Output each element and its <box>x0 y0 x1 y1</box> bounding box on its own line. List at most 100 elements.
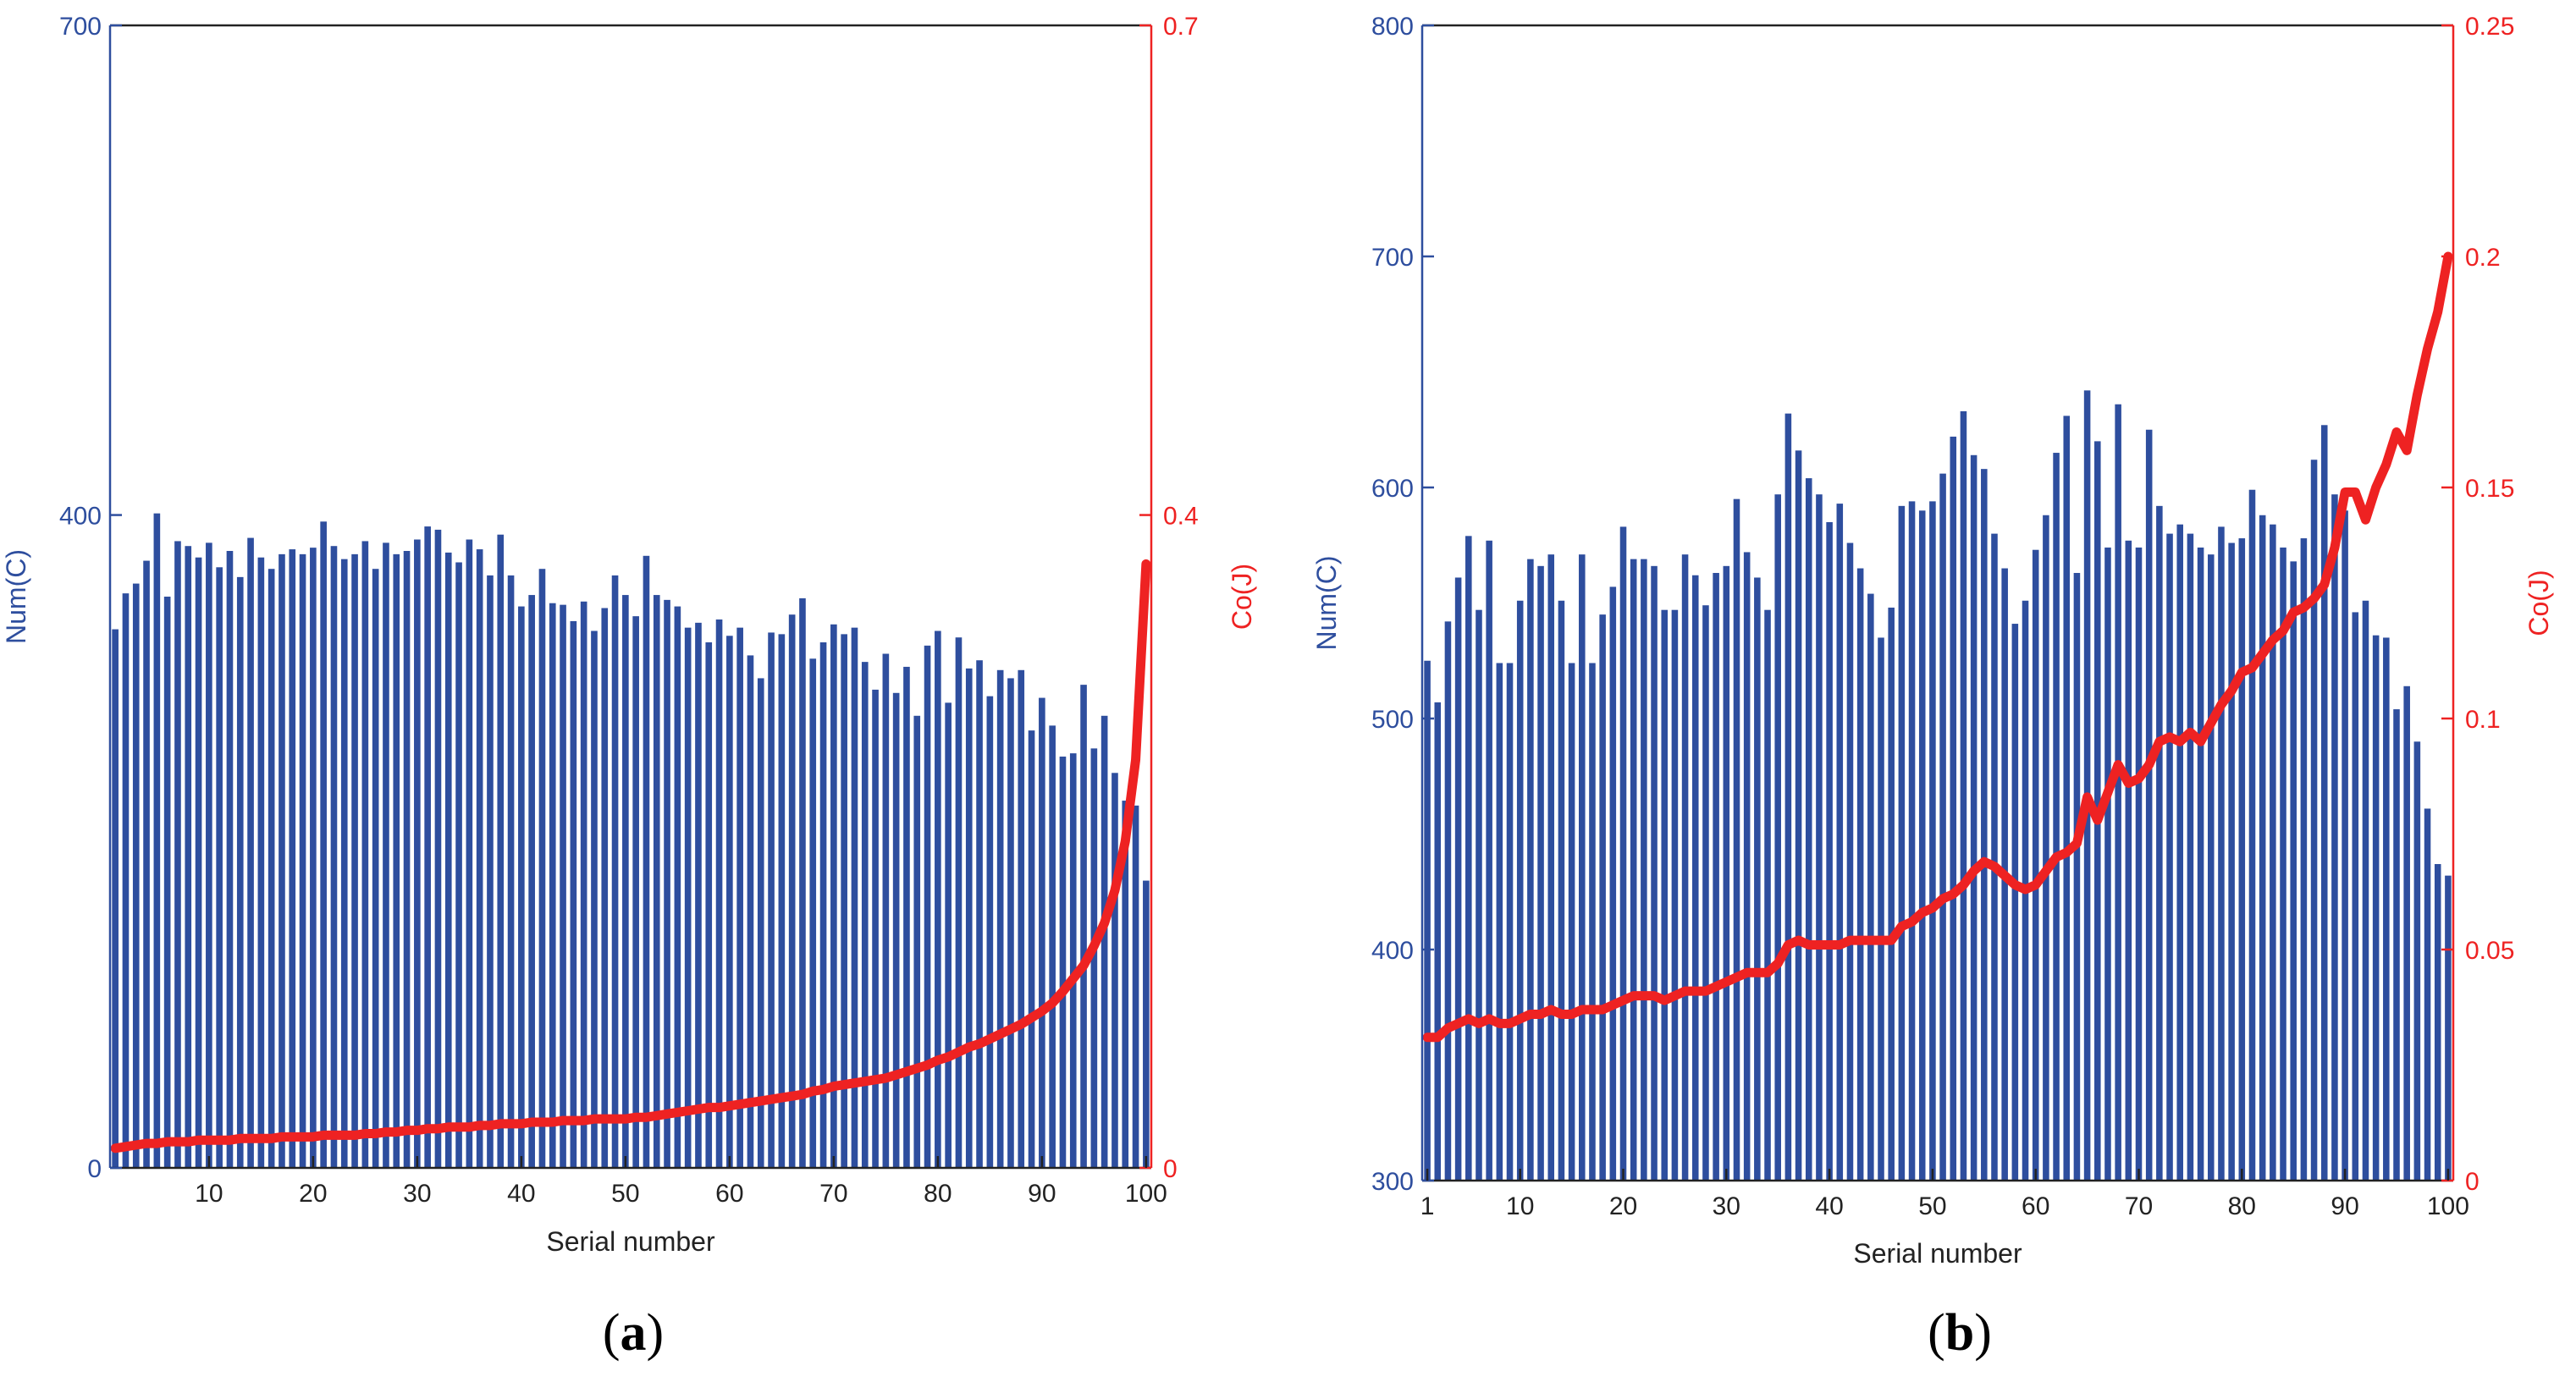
panel-b-left-tick-label: 700 <box>1371 244 1414 272</box>
panel-a-bar <box>1100 715 1108 1168</box>
panel-a-bar <box>986 696 994 1168</box>
panel-a-bar <box>444 552 452 1168</box>
panel-b-bar <box>1465 536 1472 1181</box>
panel-b-bar <box>2445 875 2452 1181</box>
panel-b-bar <box>1846 542 1854 1181</box>
panel-a-bar <box>955 637 963 1168</box>
panel-b-right-tick-label: 0.1 <box>2465 706 2501 734</box>
panel-b-bar <box>1713 573 1719 1181</box>
panel-b-bar <box>1795 450 1802 1181</box>
panel-b-bar <box>1805 478 1812 1181</box>
panel-a-chart: 0 400 700 0 0.4 0.7 10 20 30 40 50 60 70 80 90 100 Seria… <box>1 13 1257 1257</box>
panel-b-bar <box>1558 600 1565 1181</box>
panel-b-bar <box>1547 554 1555 1181</box>
panel-a-bar <box>279 553 285 1168</box>
panel-b-bar <box>1537 565 1544 1181</box>
panel-a-bar <box>965 668 973 1168</box>
panel-a-bar <box>632 616 639 1168</box>
panel-b-bar <box>2383 637 2390 1181</box>
panel-a-bar <box>518 606 525 1168</box>
panel-b-bar <box>1661 609 1668 1181</box>
panel-b-bar <box>2290 561 2297 1181</box>
panel-b-x-tick-label: 60 <box>2022 1192 2049 1220</box>
panel-b-right-tick-label: 0.2 <box>2465 244 2501 272</box>
panel-a-x-axis-title: Serial number <box>546 1226 715 1257</box>
panel-b-bar <box>1754 577 1761 1181</box>
panel-a-bar <box>903 666 910 1168</box>
panel-b-bar <box>2125 540 2132 1181</box>
panel-b-bar <box>1579 554 1586 1181</box>
panel-a-bar <box>236 576 244 1168</box>
panel-b-bar <box>2393 709 2400 1181</box>
panel-a-bar <box>913 715 921 1168</box>
panel-a-bar <box>1049 725 1056 1168</box>
panel-b-right-tick-label: 0.15 <box>2465 475 2514 503</box>
panel-a-x-tick-label: 40 <box>507 1180 535 1208</box>
panel-a-bar <box>153 513 161 1168</box>
panel-b-bar <box>1970 454 1978 1181</box>
panel-a-x-tick-label: 50 <box>611 1180 639 1208</box>
panel-b-right-tick-label: 0 <box>2465 1168 2479 1196</box>
panel-a-bar <box>1122 801 1129 1168</box>
panel-a-bar <box>216 567 223 1168</box>
panel-a-bar <box>715 619 723 1168</box>
panel-b-bar <box>2362 600 2369 1181</box>
panel-b-bar <box>1691 575 1699 1181</box>
panel-b-bar <box>2218 526 2225 1181</box>
panel-a-bar <box>372 569 379 1168</box>
panel-a-bar <box>788 614 796 1168</box>
panel-b-bar <box>2434 863 2441 1181</box>
panel-a-bar <box>257 557 265 1168</box>
panel-b-bar <box>1496 663 1503 1181</box>
panel-b-bar <box>2197 547 2204 1181</box>
panel-b-bar <box>1784 413 1792 1181</box>
panel-b-bar <box>2372 635 2380 1181</box>
panel-b-bar <box>2238 538 2246 1181</box>
panel-b-left-tick-label: 800 <box>1371 13 1414 41</box>
panel-b-bar <box>1743 552 1751 1181</box>
panel-a-right-tick-label: 0.4 <box>1163 503 1199 531</box>
panel-a-bar <box>289 549 296 1168</box>
panel-a-x-tick-label: 60 <box>715 1180 743 1208</box>
panel-a-x-tick-label: 90 <box>1028 1180 1056 1208</box>
panel-a-bar <box>996 669 1004 1168</box>
panel-a-bar <box>674 606 681 1168</box>
panel-b-x-tick-label: 10 <box>1506 1192 1534 1220</box>
panel-b-bar <box>2331 494 2338 1181</box>
panel-b-bar <box>2310 460 2318 1181</box>
panel-a-bar <box>497 534 505 1168</box>
panel-a-bar <box>351 553 358 1168</box>
panel-b-bar <box>1774 494 1781 1181</box>
panel-b-y2-axis-title: Co(J) <box>2524 570 2554 636</box>
panel-b-bar <box>2248 489 2256 1181</box>
panel-b-bar <box>2073 573 2081 1181</box>
panel-a-left-tick-label: 0 <box>87 1155 102 1183</box>
panel-a-bar <box>132 583 140 1168</box>
panel-a-bar <box>1090 748 1098 1168</box>
panel-b-bar <box>2166 533 2173 1181</box>
panel-a-bar <box>1111 773 1118 1168</box>
panel-b-bar <box>1733 498 1740 1181</box>
panel-a-bar <box>611 575 619 1168</box>
panel-a-bar <box>1039 697 1045 1168</box>
panel-b-bar <box>1454 577 1462 1181</box>
panel-a-y-axis-title: Num(C) <box>1 549 31 644</box>
panel-a-bar <box>841 634 847 1168</box>
panel-a-bar <box>361 541 369 1168</box>
panel-a-bar <box>1080 685 1087 1168</box>
panel-b-x-tick-label: 40 <box>1815 1192 1843 1220</box>
panel-b-bar <box>2320 425 2328 1181</box>
panel-a-bar <box>174 541 181 1168</box>
panel-a-x-tick-label: 70 <box>819 1180 847 1208</box>
panel-b-bar <box>1826 521 1833 1181</box>
panel-a-bar <box>726 636 733 1168</box>
panel-a-bar <box>736 627 743 1168</box>
panel-b-bar <box>2115 404 2121 1181</box>
panel-b-bar <box>1609 586 1617 1181</box>
panel-a-bar <box>945 702 952 1168</box>
panel-a-bar <box>924 645 931 1168</box>
panel-b-bar <box>1671 609 1679 1181</box>
panel-b-bar <box>1856 568 1864 1181</box>
panel-a-bar <box>1028 730 1035 1168</box>
